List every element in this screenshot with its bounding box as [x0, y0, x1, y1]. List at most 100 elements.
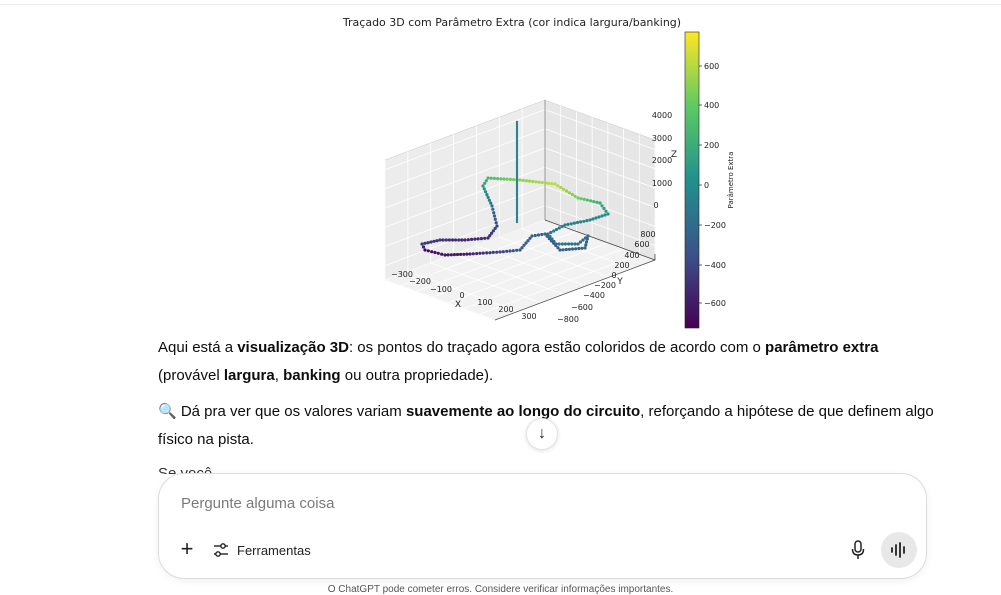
track-point-122 — [580, 246, 584, 250]
track-point-59 — [540, 180, 544, 185]
track-point-154 — [491, 250, 495, 254]
track-point-70 — [573, 194, 577, 198]
track-point-176 — [421, 245, 426, 249]
message-paragraph-2: 🔍 Dá pra ver que os valores variam suave… — [158, 403, 934, 448]
grid-line — [479, 253, 640, 315]
track-point-1 — [423, 241, 427, 245]
track-point-17 — [473, 237, 477, 241]
track-point-120 — [584, 243, 588, 247]
track-point-19 — [479, 237, 483, 241]
track-point-34 — [487, 198, 491, 202]
prompt-input[interactable] — [179, 494, 783, 513]
track-point-53 — [521, 178, 525, 182]
microphone-button[interactable] — [845, 536, 871, 564]
track-point-128 — [561, 248, 565, 252]
grid-line — [384, 166, 546, 228]
grid-line — [416, 231, 577, 292]
grid-line — [544, 166, 656, 208]
track-point-115 — [581, 238, 585, 242]
vertical-point-192 — [515, 150, 519, 154]
track-point-111 — [570, 242, 574, 246]
chart-image: Traçado 3D com Parâmetro Extra (cor indi… — [340, 12, 740, 332]
chart-svg: −300−200−1000100200300X8006004002000−200… — [384, 31, 735, 329]
vertical-point-183 — [515, 132, 519, 136]
track-point-83 — [603, 213, 607, 217]
vertical-point-218 — [515, 202, 519, 206]
grid-line — [432, 236, 593, 298]
vertical-point-222 — [515, 210, 519, 214]
vertical-point-198 — [515, 162, 519, 166]
track-point-140 — [530, 234, 534, 238]
vertical-point-209 — [515, 184, 519, 188]
y-tick-label: 200 — [614, 261, 629, 270]
track-point-158 — [478, 251, 482, 255]
grid-line — [499, 236, 610, 278]
vertical-point-211 — [515, 188, 519, 192]
vertical-point-193 — [515, 152, 519, 156]
data-points — [420, 120, 610, 257]
vertical-point-220 — [515, 206, 519, 210]
track-point-25 — [493, 226, 497, 230]
track-point-100 — [552, 229, 556, 233]
track-point-11 — [454, 238, 458, 242]
track-point-139 — [533, 233, 537, 238]
vertical-point-217 — [515, 200, 519, 204]
track-point-160 — [471, 252, 475, 256]
track-point-138 — [536, 233, 541, 237]
track-point-170 — [440, 252, 444, 256]
track-point-4 — [432, 239, 436, 243]
vertical-point-197 — [515, 160, 519, 164]
y-tick-label: 800 — [640, 230, 655, 239]
track-point-67 — [564, 189, 569, 193]
vertical-point-219 — [515, 204, 519, 208]
track-point-110 — [567, 242, 571, 246]
track-point-133 — [549, 239, 553, 243]
track-point-121 — [583, 246, 587, 250]
track-point-131 — [554, 243, 558, 247]
track-point-55 — [527, 179, 532, 183]
track-point-40 — [483, 181, 487, 185]
track-point-82 — [606, 212, 610, 216]
grid-line — [430, 262, 541, 304]
add-button[interactable]: + — [175, 538, 199, 562]
track-point-26 — [495, 224, 499, 228]
vertical-point-204 — [515, 174, 519, 178]
track-point-129 — [558, 248, 562, 252]
track-point-77 — [595, 200, 599, 204]
vertical-point-189 — [515, 144, 519, 148]
vertical-point-202 — [515, 170, 519, 174]
track-point-15 — [466, 238, 470, 242]
top-divider — [0, 4, 1001, 5]
colorbar-tick-label: −600 — [704, 299, 726, 308]
grid-line — [384, 128, 546, 190]
track-point-117 — [586, 234, 590, 238]
track-point-150 — [505, 249, 509, 253]
colorbar-tick-label: 200 — [704, 141, 719, 150]
voice-mode-button[interactable] — [881, 532, 917, 568]
track-point-20 — [483, 236, 487, 240]
y-tick-label: 600 — [634, 240, 649, 249]
vertical-point-186 — [515, 138, 519, 142]
track-point-86 — [594, 216, 598, 220]
track-point-79 — [600, 204, 604, 208]
track-point-71 — [576, 196, 580, 200]
tools-button[interactable]: Ferramentas — [213, 538, 311, 562]
scroll-down-button[interactable]: ↓ — [526, 418, 558, 450]
vertical-point-178 — [515, 122, 519, 126]
track-point-174 — [426, 249, 430, 253]
vertical-point-214 — [515, 194, 519, 198]
vertical-point-212 — [515, 190, 519, 194]
track-point-13 — [460, 238, 464, 242]
vertical-point-215 — [515, 196, 519, 200]
track-point-135 — [545, 234, 549, 238]
grid-line — [384, 279, 496, 321]
chart-title: Traçado 3D com Parâmetro Extra (cor indi… — [342, 16, 682, 29]
y-axis-label: Y — [616, 277, 623, 287]
track-point-166 — [452, 253, 456, 257]
vertical-point-194 — [515, 154, 519, 158]
sliders-icon — [214, 543, 228, 557]
track-point-112 — [573, 242, 577, 246]
vertical-point-181 — [515, 128, 519, 132]
track-point-30 — [492, 211, 496, 215]
y-tick-label: −200 — [594, 281, 616, 290]
